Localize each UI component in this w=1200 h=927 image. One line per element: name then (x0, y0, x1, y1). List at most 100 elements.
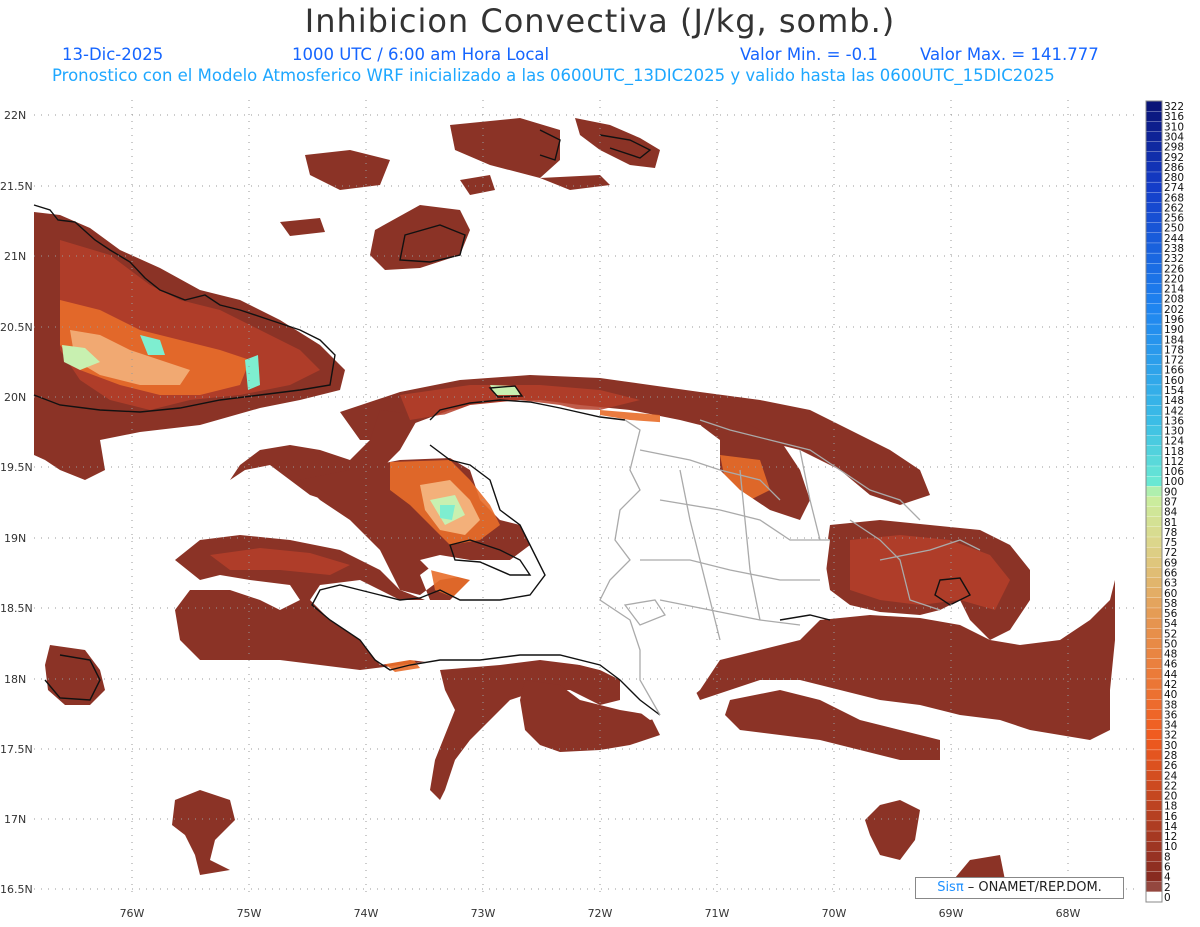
colorbar-label: 292 (1164, 152, 1184, 164)
colorbar-swatch (1145, 293, 1163, 305)
colorbar-label: 172 (1164, 355, 1184, 367)
colorbar-swatch (1145, 394, 1163, 406)
colorbar-label: 78 (1164, 527, 1177, 539)
colorbar-swatch (1145, 658, 1163, 670)
min-value-label: Valor Min. = -0.1 (740, 45, 878, 64)
date-label: 13-Dic-2025 (62, 45, 164, 64)
colorbar-label: 130 (1164, 426, 1184, 438)
colorbar-label: 310 (1164, 121, 1184, 133)
colorbar-label: 87 (1164, 497, 1177, 509)
colorbar-swatch (1145, 465, 1163, 477)
colorbar-label: 8 (1164, 851, 1171, 863)
colorbar-label: 190 (1164, 324, 1184, 336)
colorbar-swatch (1145, 435, 1163, 447)
colorbar-swatch (1145, 546, 1163, 558)
colorbar-label: 184 (1164, 334, 1184, 346)
lon-label: 71W (705, 907, 730, 920)
colorbar-swatch (1145, 557, 1163, 568)
colorbar-label: 118 (1164, 446, 1184, 458)
colorbar-label: 280 (1164, 172, 1184, 184)
lon-label: 75W (237, 907, 262, 920)
colorbar-swatch (1145, 810, 1163, 822)
colorbar-label: 22 (1164, 780, 1177, 792)
cin-shading-high (62, 330, 520, 535)
colorbar-label: 4 (1164, 872, 1171, 884)
colorbar-swatch (1145, 729, 1163, 741)
lon-label: 70W (822, 907, 847, 920)
lat-label: 19N (4, 532, 26, 545)
colorbar-label: 160 (1164, 375, 1184, 387)
colorbar-label: 44 (1164, 669, 1178, 681)
colorbar-label: 0 (1164, 892, 1171, 904)
colorbar-swatch (1145, 110, 1163, 122)
colorbar-swatch (1145, 678, 1163, 690)
colorbar-swatch (1145, 587, 1163, 599)
colorbar-swatch (1145, 749, 1163, 761)
colorbar-swatch (1145, 100, 1163, 112)
colorbar-swatch (1145, 425, 1163, 437)
colorbar-swatch (1145, 181, 1163, 193)
lat-label: 18.5N (0, 602, 33, 615)
colorbar-swatch (1145, 577, 1163, 589)
colorbar-swatch (1145, 841, 1163, 852)
colorbar-swatch (1145, 334, 1163, 345)
colorbar-label: 304 (1164, 131, 1184, 143)
colorbar-swatch (1145, 719, 1163, 731)
time-label: 1000 UTC / 6:00 am Hora Local (292, 45, 550, 64)
colorbar-swatch (1145, 770, 1163, 781)
credit-box: Sisπ – ONAMET/REP.DOM. (915, 877, 1124, 899)
colorbar-label: 274 (1164, 182, 1184, 194)
colorbar-label: 90 (1164, 486, 1177, 498)
colorbar-label: 316 (1164, 111, 1184, 123)
lon-label: 74W (354, 907, 379, 920)
colorbar-swatch (1145, 222, 1163, 234)
credit-text: – ONAMET/REP.DOM. (963, 880, 1102, 895)
lon-label: 69W (939, 907, 964, 920)
colorbar-swatch (1145, 617, 1163, 629)
colorbar-label: 238 (1164, 243, 1184, 255)
lat-label: 20.5N (0, 321, 33, 334)
colorbar-swatch (1145, 455, 1163, 467)
colorbar-label: 69 (1164, 557, 1177, 569)
colorbar-swatch (1145, 232, 1163, 244)
colorbar-swatch (1145, 384, 1163, 396)
colorbar-label: 2 (1164, 882, 1171, 894)
colorbar-swatch (1145, 171, 1163, 183)
colorbar-swatch (1145, 526, 1163, 538)
colorbar-frame (1145, 100, 1163, 903)
colorbar-swatch (1145, 800, 1163, 812)
colorbar-swatch (1145, 567, 1163, 578)
lat-label: 17.5N (0, 743, 33, 756)
colorbar-swatch (1145, 121, 1163, 132)
colorbar-label: 112 (1164, 456, 1184, 468)
colorbar-label: 52 (1164, 628, 1177, 640)
colorbar-swatch (1145, 344, 1163, 355)
sispi-logo-text: Sisπ (937, 880, 964, 895)
colorbar-swatch (1145, 141, 1163, 153)
colorbar-label: 66 (1164, 567, 1178, 579)
colorbar-label: 63 (1164, 578, 1177, 590)
lat-label: 21.5N (0, 180, 33, 193)
hispaniola-unshaded (310, 400, 830, 720)
colorbar-swatch (1145, 881, 1163, 893)
colorbar-label: 38 (1164, 699, 1177, 711)
colorbar-swatch (1145, 851, 1163, 862)
lon-labels: 76W 75W 74W 73W 72W 71W 70W 69W 68W (120, 907, 1081, 920)
colorbar-label: 81 (1164, 517, 1177, 529)
colorbar-label: 72 (1164, 547, 1177, 559)
colorbar-swatch (1145, 212, 1163, 224)
colorbar-swatch (1145, 668, 1163, 680)
colorbar-swatch (1145, 263, 1163, 274)
colorbar-swatch (1145, 354, 1163, 366)
colorbar-swatch (1145, 516, 1163, 528)
colorbar-label: 226 (1164, 263, 1184, 275)
colorbar-label: 10 (1164, 841, 1177, 853)
colorbar-swatch (1145, 415, 1163, 426)
colorbar-label: 220 (1164, 273, 1184, 285)
colorbar-swatch (1145, 303, 1163, 315)
colorbar-label: 40 (1164, 689, 1177, 701)
colorbar-label: 322 (1164, 101, 1184, 113)
colorbar-label: 250 (1164, 223, 1184, 235)
colorbar-swatch (1145, 364, 1163, 376)
